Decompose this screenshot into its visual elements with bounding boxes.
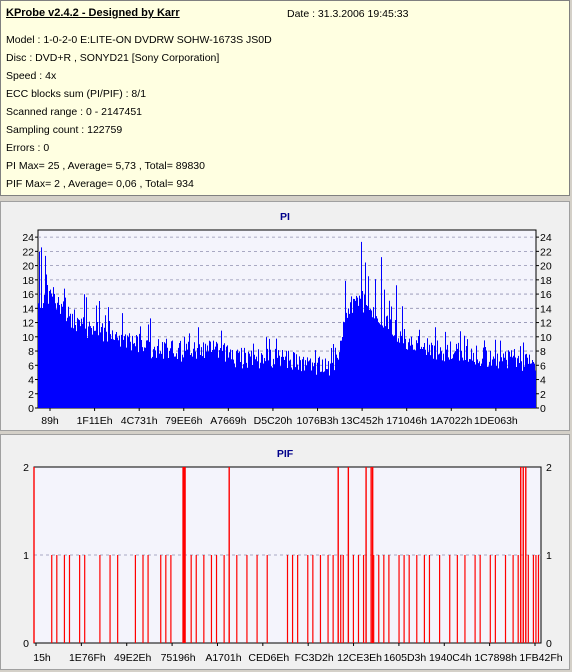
pi-y-tick-right: 14: [540, 303, 552, 315]
pi-y-tick-left: 10: [22, 332, 34, 344]
pi-chart-title: PI: [280, 211, 290, 223]
pi-y-tick-right: 0: [540, 403, 546, 415]
pi-y-tick-left: 12: [22, 318, 34, 330]
pi-y-tick-right: 22: [540, 246, 552, 258]
pif-chart: 0 0 1 1 2 2 15h 1E76Fh 49E2Eh 75196h A1701h CED6Eh F…: [23, 462, 563, 664]
pif-x-tick: 1E76Fh: [69, 652, 106, 664]
info-speed: Speed : 4x: [6, 70, 57, 82]
pif-y-tick-right: 1: [546, 550, 552, 562]
pi-y-tick-left: 20: [22, 261, 34, 273]
pi-y-tick-right: 20: [540, 261, 552, 273]
pi-y-tick-left: 24: [22, 232, 34, 244]
info-model: Model : 1-0-2-0 E:LITE-ON DVDRW SOHW-167…: [6, 34, 272, 46]
pi-y-tick-left: 4: [28, 375, 34, 387]
pi-x-tick: 79EE6h: [165, 415, 203, 427]
pif-y-tick-left: 0: [23, 638, 29, 650]
pi-x-tick: 89h: [41, 415, 59, 427]
pi-y-tick-left: 22: [22, 246, 34, 258]
pi-y-tick-left: 18: [22, 275, 34, 287]
pi-y-tick-right: 12: [540, 318, 552, 330]
pif-y-tick-left: 1: [23, 550, 29, 562]
pif-x-tick: 1FB42Fh: [519, 652, 562, 664]
info-sampling-count: Sampling count : 122759: [6, 124, 123, 136]
pif-y-tick-right: 2: [546, 462, 552, 474]
pi-y-tick-left: 16: [22, 289, 34, 301]
pi-y-tick-right: 8: [540, 346, 546, 358]
pi-x-tick: 1076B3h: [296, 415, 338, 427]
pi-x-tick: A7669h: [210, 415, 246, 427]
info-pi-stats: PI Max= 25 , Average= 5,73 , Total= 8983…: [6, 160, 205, 172]
pif-x-tick: 15h: [33, 652, 51, 664]
pif-x-tick: 75196h: [161, 652, 196, 664]
pif-y-tick-left: 2: [23, 462, 29, 474]
pi-x-tick: 1F11Eh: [77, 415, 113, 427]
pif-x-tick: FC3D2h: [295, 652, 334, 664]
pif-x-tick: 1C7898h: [474, 652, 517, 664]
pif-x-tick: CED6Eh: [248, 652, 289, 664]
pi-y-tick-right: 4: [540, 375, 546, 387]
pi-chart-panel: PI 0 0 2 2 4 4 6 6 8 8 10 10 12 12 14 14 16 16 18 18 20 20 22 2…: [0, 201, 570, 431]
pif-chart-panel: PIF 0 0 1 1 2 2 15h 1E76Fh 49E2Eh 75196h A1701h CED…: [0, 434, 570, 670]
pif-y-tick-right: 0: [546, 638, 552, 650]
pi-y-tick-right: 10: [540, 332, 552, 344]
pi-x-tick: 1DE063h: [474, 415, 518, 427]
pi-y-tick-left: 6: [28, 360, 34, 372]
pi-y-tick-left: 14: [22, 303, 34, 315]
pif-x-tick: 1605D3h: [384, 652, 427, 664]
pi-x-tick: 4C731h: [121, 415, 158, 427]
pi-x-tick: 171046h: [386, 415, 427, 427]
info-scanned-range: Scanned range : 0 - 2147451: [6, 106, 143, 118]
info-errors: Errors : 0: [6, 142, 50, 154]
info-ecc-blocks: ECC blocks sum (PI/PIF) : 8/1: [6, 88, 147, 100]
pif-x-tick: 49E2Eh: [114, 652, 152, 664]
scan-date: Date : 31.3.2006 19:45:33: [287, 8, 409, 20]
info-disc: Disc : DVD+R , SONYD21 [Sony Corporation…: [6, 52, 220, 64]
pif-x-tick: A1701h: [205, 652, 241, 664]
pi-y-tick-right: 2: [540, 389, 546, 401]
pif-x-tick: 12CE3Eh: [337, 652, 382, 664]
pi-y-tick-left: 2: [28, 389, 34, 401]
pif-chart-title: PIF: [276, 448, 294, 460]
app-title: KProbe v2.4.2 - Designed by Karr: [6, 7, 180, 19]
pi-y-tick-right: 24: [540, 232, 552, 244]
pi-y-tick-left: 8: [28, 346, 34, 358]
pi-x-tick: 1A7022h: [430, 415, 472, 427]
pi-y-tick-right: 6: [540, 360, 546, 372]
pi-y-tick-right: 16: [540, 289, 552, 301]
pi-y-tick-right: 18: [540, 275, 552, 287]
info-pif-stats: PIF Max= 2 , Average= 0,06 , Total= 934: [6, 178, 194, 190]
pi-x-tick: 13C452h: [341, 415, 384, 427]
pif-x-tick: 1940C4h: [429, 652, 472, 664]
info-panel: KProbe v2.4.2 - Designed by Karr Date : …: [0, 0, 570, 196]
pi-y-tick-left: 0: [28, 403, 34, 415]
pi-x-tick: D5C20h: [254, 415, 293, 427]
